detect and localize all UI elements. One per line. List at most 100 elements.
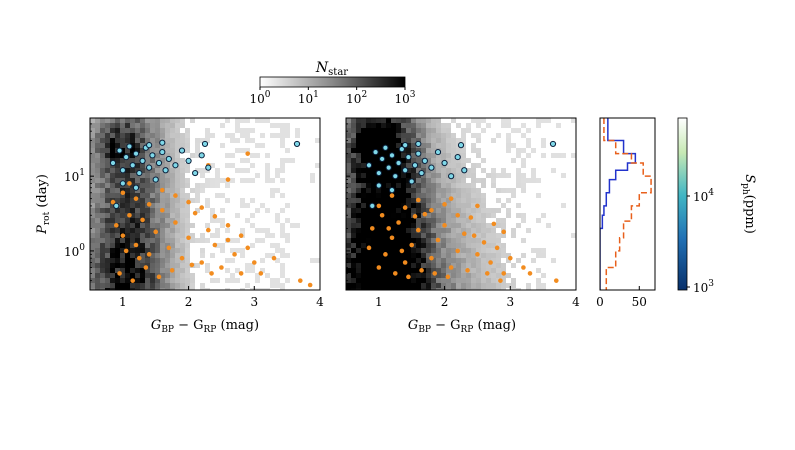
density-cell: [125, 228, 130, 233]
density-cell: [371, 178, 376, 183]
density-cell: [240, 253, 245, 258]
density-cell: [115, 288, 120, 290]
density-cell: [170, 148, 175, 153]
density-cell: [155, 173, 160, 178]
density-cell: [125, 223, 130, 228]
density-cell: [376, 128, 381, 133]
density-cell: [175, 213, 180, 218]
density-cell: [466, 263, 471, 268]
density-cell: [140, 228, 145, 233]
cyan-point: [123, 153, 130, 161]
density-cell: [371, 143, 376, 148]
orange-point: [238, 271, 244, 276]
density-cell: [491, 268, 496, 273]
density-cell: [356, 153, 361, 158]
density-cell: [90, 258, 95, 263]
density-cell: [145, 248, 150, 253]
density-cell: [225, 153, 230, 158]
density-cell: [245, 178, 250, 183]
density-cell: [401, 288, 406, 290]
density-cell: [391, 148, 396, 153]
density-cell: [491, 248, 496, 253]
density-cell: [461, 283, 466, 288]
density-cell: [366, 253, 371, 258]
density-cell: [175, 118, 180, 123]
density-cell: [461, 223, 466, 228]
cyan-point: [159, 148, 166, 156]
orange-point: [455, 248, 461, 254]
density-cell: [536, 253, 541, 258]
density-cell: [411, 123, 416, 128]
density-cell: [105, 128, 110, 133]
density-cell: [130, 273, 135, 278]
density-cell: [105, 283, 110, 288]
density-cell: [436, 258, 441, 263]
density-cell: [315, 163, 320, 168]
density-cell: [155, 268, 160, 273]
density-cell: [426, 268, 431, 273]
density-cell: [195, 148, 200, 153]
density-cell: [441, 153, 446, 158]
density-cell: [105, 228, 110, 233]
density-cell: [396, 183, 401, 188]
density-cell: [401, 263, 406, 268]
density-cell: [406, 258, 411, 263]
density-cell: [180, 138, 185, 143]
cyan-point: [293, 140, 301, 148]
density-cell: [476, 208, 481, 213]
density-cell: [275, 283, 280, 288]
density-cell: [160, 273, 165, 278]
density-cell: [130, 178, 135, 183]
colorbar-tick-label: 104: [693, 188, 714, 204]
density-cell: [230, 278, 235, 283]
density-cell: [461, 243, 466, 248]
density-cell: [120, 163, 125, 168]
density-cell: [386, 153, 391, 158]
cyan-point: [405, 153, 412, 161]
density-cell: [180, 183, 185, 188]
orange-point: [173, 193, 178, 198]
density-cell: [476, 223, 481, 228]
y-tick-label: 100: [64, 243, 85, 259]
density-cell: [95, 183, 100, 188]
density-cell: [431, 223, 436, 228]
density-cell: [135, 188, 140, 193]
density-cell: [356, 268, 361, 273]
density-cell: [411, 118, 416, 123]
density-cell: [526, 153, 531, 158]
density-cell: [145, 233, 150, 238]
density-cell: [110, 178, 115, 183]
density-cell: [361, 173, 366, 178]
density-cell: [426, 148, 431, 153]
density-cell: [280, 133, 285, 138]
density-cell: [401, 198, 406, 203]
density-cell: [315, 258, 320, 263]
density-cell: [205, 223, 210, 228]
density-cell: [481, 213, 486, 218]
density-cell: [471, 243, 476, 248]
density-cell: [90, 123, 95, 128]
density-cell: [165, 198, 170, 203]
density-cell: [150, 208, 155, 213]
density-cell: [371, 223, 376, 228]
density-cell: [361, 153, 366, 158]
density-cell: [346, 118, 351, 123]
density-cell: [351, 228, 356, 233]
density-cell: [110, 233, 115, 238]
density-cell: [511, 128, 516, 133]
density-cell: [125, 173, 130, 178]
orange-point: [186, 199, 191, 205]
density-cell: [391, 178, 396, 183]
density-cell: [356, 213, 361, 218]
density-cell: [140, 238, 145, 243]
density-cell: [175, 278, 180, 283]
density-cell: [265, 153, 270, 158]
density-cell: [461, 178, 466, 183]
orange-point: [133, 242, 139, 248]
density-cell: [105, 258, 110, 263]
density-cell: [100, 188, 105, 193]
density-cell: [160, 268, 165, 273]
density-cell: [356, 188, 361, 193]
density-cell: [541, 143, 546, 148]
density-cell: [240, 148, 245, 153]
